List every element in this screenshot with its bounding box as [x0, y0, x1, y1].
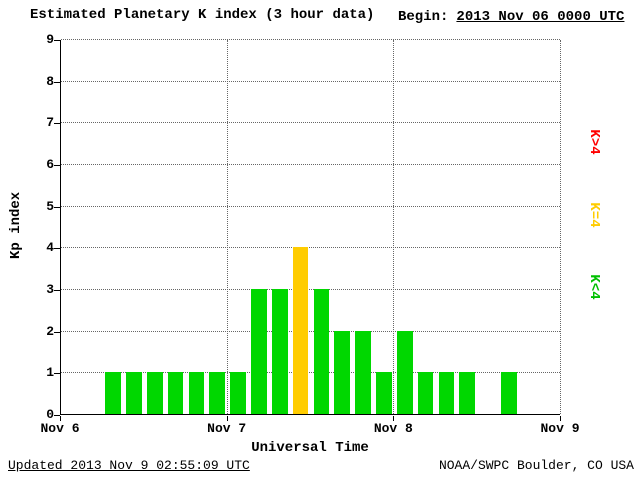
x-tick-mark-nov-6 [60, 416, 61, 421]
hgridline-kp-1 [61, 372, 560, 374]
kp-bar-period-7 [209, 372, 226, 414]
y-axis-title: Kp index [8, 191, 24, 259]
y-tick-mark-3 [54, 290, 60, 291]
y-tick-mark-5 [54, 206, 60, 208]
hgridline-kp-2 [61, 330, 560, 332]
plot-area [60, 39, 561, 415]
y-tick-mark-4 [54, 248, 60, 250]
y-tick-mark-2 [54, 331, 60, 333]
hgridline-kp-4 [61, 247, 560, 249]
x-tick-label-nov-9: Nov 9 [540, 421, 580, 436]
hgridline-kp-5 [61, 205, 560, 207]
y-tick-mark-6 [54, 165, 60, 166]
kp-bar-period-5 [167, 372, 184, 414]
hgridline-kp-6 [61, 164, 560, 165]
y-tick-label-5: 5 [46, 198, 54, 214]
y-tick-label-9: 9 [46, 32, 54, 47]
y-tick-label-3: 3 [46, 282, 54, 297]
y-tick-mark-9 [54, 40, 60, 41]
vgridline-nov-7 [226, 40, 228, 414]
x-tick-mark-nov-8 [393, 416, 395, 421]
begin-timestamp: Begin: 2013 Nov 06 0000 UTC [398, 9, 624, 25]
y-tick-label-7: 7 [46, 115, 54, 131]
kp-bar-period-13 [334, 330, 351, 414]
kp-bar-period-9 [251, 289, 267, 414]
begin-label: Begin: [398, 9, 449, 25]
kp-bar-period-21 [501, 372, 517, 414]
y-tick-label-6: 6 [46, 157, 54, 172]
y-tick-label-4: 4 [46, 240, 54, 256]
x-tick-label-nov-8: Nov 8 [373, 421, 413, 436]
x-tick-mark-nov-7 [226, 416, 228, 421]
kp-bar-period-18 [438, 372, 455, 414]
y-tick-mark-7 [54, 123, 60, 125]
y-tick-label-1: 1 [46, 365, 54, 381]
hgridline-kp-3 [61, 289, 560, 290]
y-tick-mark-0 [54, 415, 60, 416]
kp-bar-period-6 [188, 372, 205, 414]
legend-k-gt-4: K>4 [586, 129, 602, 155]
x-tick-label-nov-7: Nov 7 [207, 421, 247, 436]
kp-bar-period-11 [292, 247, 309, 414]
kp-bar-period-4 [146, 372, 163, 414]
legend-k-lt-4: K<4 [586, 274, 602, 300]
kp-bar-period-19 [459, 372, 476, 414]
kp-bar-period-8 [230, 372, 246, 414]
legend-k-eq-4: K=4 [586, 202, 602, 228]
kp-bar-period-14 [355, 330, 371, 414]
vgridline-nov-9 [560, 40, 561, 414]
y-tick-label-8: 8 [46, 73, 54, 89]
hgridline-kp-9 [61, 39, 560, 40]
hgridline-kp-7 [61, 122, 560, 124]
begin-value: 2013 Nov 06 0000 UTC [456, 9, 625, 25]
chart-title: Estimated Planetary K index (3 hour data… [30, 7, 375, 23]
hgridline-kp-8 [61, 80, 560, 82]
kp-bar-period-12 [313, 289, 330, 414]
kp-bar-period-2 [105, 372, 121, 414]
credit-text: NOAA/SWPC Boulder, CO USA [438, 458, 634, 473]
kp-bar-period-3 [126, 372, 142, 414]
x-tick-mark-nov-9 [560, 416, 561, 421]
kp-bar-period-16 [396, 330, 413, 414]
vgridline-nov-8 [393, 40, 395, 414]
y-tick-mark-8 [54, 81, 60, 83]
y-tick-mark-1 [54, 373, 60, 375]
x-axis-title: Universal Time [251, 440, 369, 456]
kp-bar-period-17 [417, 372, 434, 414]
kp-bar-period-10 [271, 289, 288, 414]
y-tick-label-2: 2 [46, 323, 54, 339]
y-tick-label-0: 0 [46, 407, 54, 422]
updated-timestamp: Updated 2013 Nov 9 02:55:09 UTC [8, 458, 250, 473]
kp-bar-period-15 [376, 372, 392, 414]
x-tick-label-nov-6: Nov 6 [40, 421, 80, 436]
